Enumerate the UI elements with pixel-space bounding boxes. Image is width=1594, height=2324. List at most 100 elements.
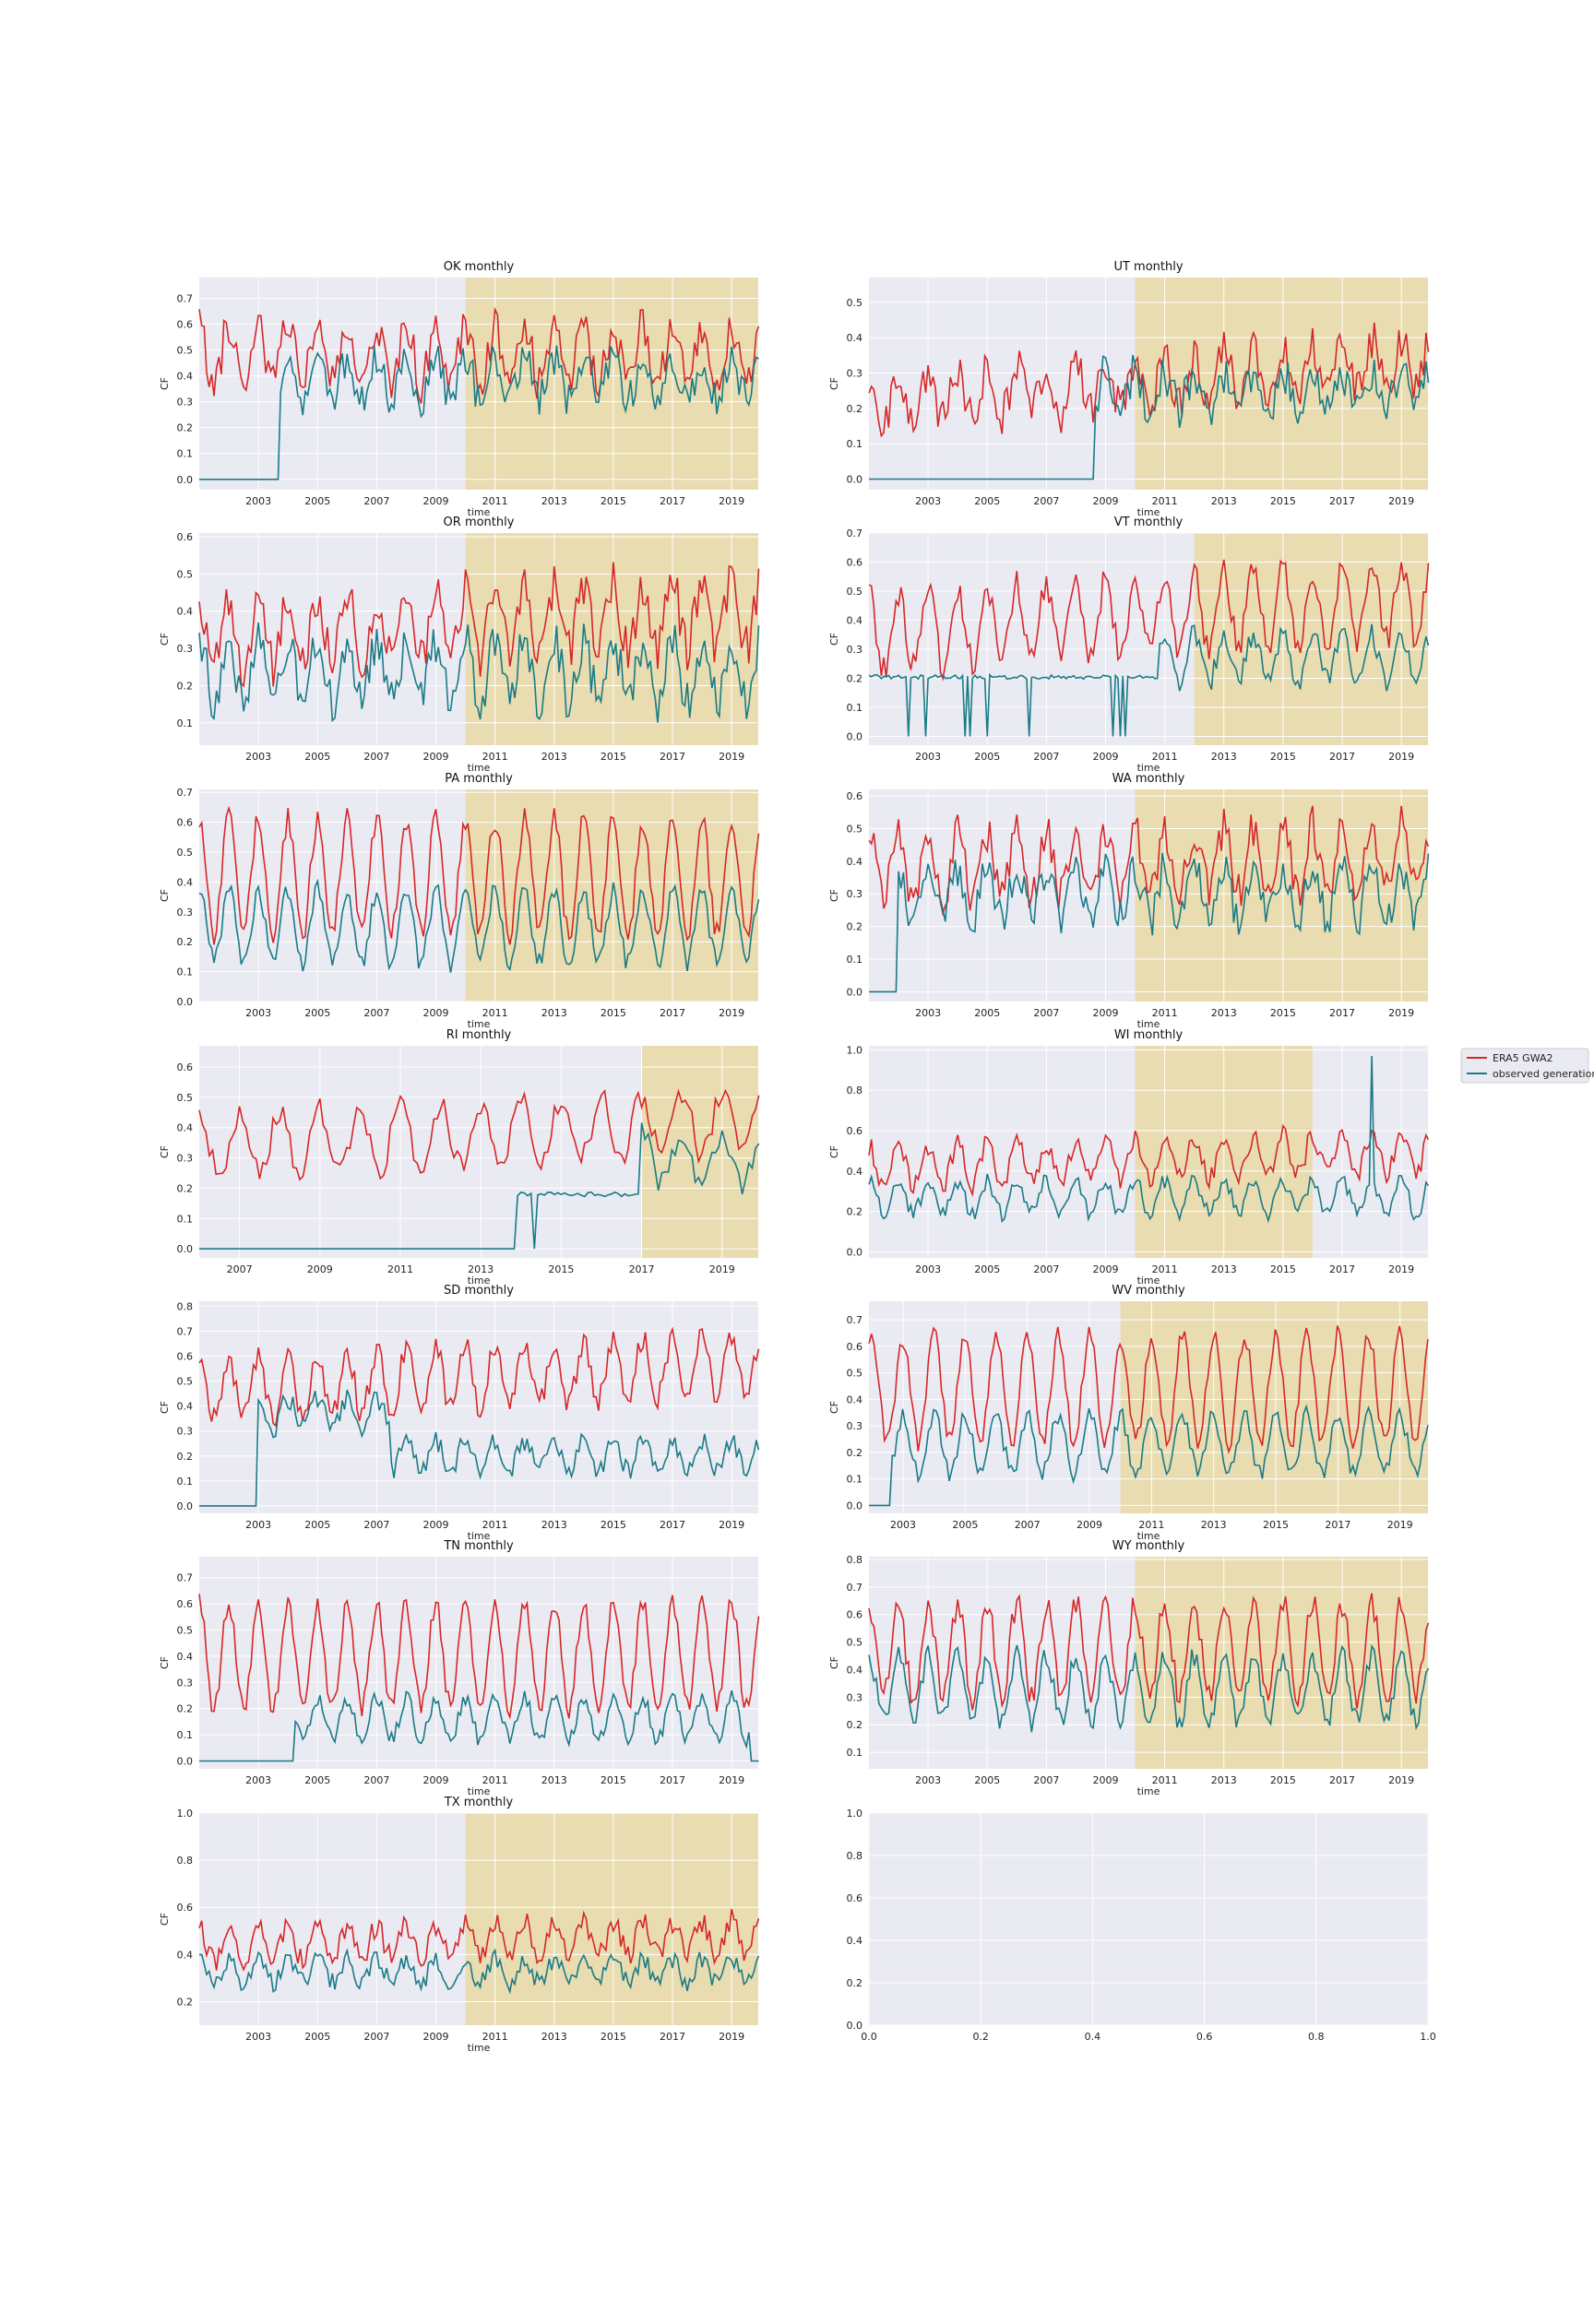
x-tick-label: 2017 (660, 1007, 685, 1019)
chart-title: WA monthly (1112, 772, 1185, 786)
chart-title: RI monthly (446, 1028, 512, 1042)
x-tick-label: 2009 (423, 1519, 449, 1531)
x-tick-label: 2011 (387, 1263, 413, 1275)
x-tick-label: 2007 (1033, 1007, 1059, 1019)
y-tick-label: 0.3 (847, 888, 863, 900)
y-tick-label: 0.2 (847, 921, 863, 933)
x-tick-label: 2017 (1329, 1263, 1355, 1275)
y-tick-label: 0.1 (847, 702, 863, 714)
x-tick-label: 2019 (719, 1774, 744, 1786)
y-tick-label: 0.5 (177, 1376, 194, 1388)
series-line-era5 (198, 805, 760, 945)
highlight-region (465, 533, 758, 745)
x-tick-label: 2015 (1263, 1519, 1289, 1531)
y-tick-label: 0.4 (847, 615, 863, 627)
series-line-observed (198, 878, 760, 973)
x-tick-label: 2007 (363, 1519, 389, 1531)
chart-title: UT monthly (1113, 260, 1183, 274)
series-line-era5 (868, 559, 1430, 682)
y-tick-label: 0.4 (847, 332, 863, 344)
x-tick-label: 2009 (423, 751, 449, 763)
y-tick-label: 0.4 (847, 1935, 863, 1947)
series-line-observed (199, 345, 759, 480)
x-tick-label: 2009 (307, 1263, 333, 1275)
y-tick-label: 0.0 (177, 1500, 194, 1512)
chart-panels: 0.0 0.1 0.2 0.3 0.4 0.5 0.6 0.7 2003 2005 2007 2009… (159, 260, 1436, 2054)
y-tick-label: 0.0 (177, 1755, 194, 1767)
x-tick-label: 2003 (245, 495, 271, 507)
chart-vt: 0.0 0.1 0.2 0.3 0.4 0.5 0.6 0.7 2003 2005 2007 2009… (828, 516, 1430, 774)
chart-title: TN monthly (443, 1539, 514, 1553)
series-line-era5 (198, 1594, 760, 1720)
y-tick-label: 0.6 (847, 557, 863, 569)
x-tick-label: 2003 (915, 495, 941, 507)
x-tick-label: 2013 (1201, 1519, 1227, 1531)
x-tick-label: 2005 (974, 1263, 1000, 1275)
y-tick-label: 0.6 (177, 1351, 194, 1363)
x-tick-label: 2015 (601, 1007, 626, 1019)
series-line-era5 (198, 562, 760, 688)
x-tick-label: 2011 (1138, 1519, 1164, 1531)
x-tick-label: 2003 (245, 1007, 271, 1019)
x-tick-label: 2019 (1388, 1007, 1414, 1019)
x-tick-label: 2009 (1093, 495, 1119, 507)
x-tick-label: 2003 (245, 751, 271, 763)
x-tick-label: 2003 (915, 1774, 941, 1786)
y-tick-label: 0.4 (177, 1949, 194, 1961)
chart-wv: 0.0 0.1 0.2 0.3 0.4 0.5 0.6 0.7 2003 2005 2007 2009… (828, 1284, 1429, 1542)
x-tick-label: 2013 (541, 1007, 567, 1019)
x-axis-label: time (1137, 1785, 1160, 1797)
x-tick-label: 2015 (1270, 495, 1296, 507)
y-axis-label: CF (828, 889, 840, 902)
y-tick-label: 0.7 (847, 1314, 863, 1326)
y-tick-label: 0.8 (847, 1554, 863, 1566)
x-tick-label: 2011 (482, 1519, 508, 1531)
chart-title: PA monthly (445, 772, 513, 786)
y-tick-label: 0.4 (177, 876, 194, 888)
chart-title: TX monthly (444, 1796, 514, 1809)
x-tick-label: 2009 (1077, 1519, 1102, 1531)
y-axis-label: CF (828, 1401, 840, 1414)
y-tick-label: 0.4 (177, 1401, 194, 1413)
y-tick-label: 0.6 (177, 817, 194, 829)
y-tick-label: 0.0 (847, 474, 863, 486)
series-line-observed (869, 852, 1430, 993)
y-tick-label: 0.2 (847, 1977, 863, 1989)
y-tick-label: 0.7 (177, 787, 194, 799)
x-tick-label: 2003 (245, 2031, 271, 2043)
x-tick-label: 2015 (601, 751, 626, 763)
y-tick-label: 0.6 (177, 1598, 194, 1610)
series-line-observed (199, 1122, 760, 1250)
y-tick-label: 0.5 (847, 1637, 863, 1649)
y-tick-label: 0.0 (177, 996, 194, 1008)
y-tick-label: 0.6 (177, 1902, 194, 1914)
y-tick-label: 0.3 (847, 368, 863, 380)
chart-wy: 0.1 0.2 0.3 0.4 0.5 0.6 0.7 0.8 2003 2005 2007 2009… (828, 1539, 1430, 1797)
y-tick-label: 0.4 (847, 856, 863, 868)
x-tick-label: 2007 (227, 1263, 253, 1275)
y-tick-label: 0.3 (847, 1420, 863, 1432)
x-tick-label: 2011 (1152, 751, 1178, 763)
y-tick-label: 0.1 (847, 438, 863, 450)
x-tick-label: 2007 (1033, 495, 1059, 507)
y-tick-label: 0.8 (847, 1850, 863, 1862)
y-tick-label: 0.4 (177, 606, 194, 618)
x-tick-label: 2019 (719, 1007, 744, 1019)
x-tick-label: 2017 (629, 1263, 655, 1275)
y-tick-label: 0.1 (847, 1474, 863, 1486)
chart-title: SD monthly (444, 1284, 514, 1298)
y-tick-label: 0.6 (847, 790, 863, 802)
y-tick-label: 0.5 (177, 1625, 194, 1637)
series-line-observed (868, 1055, 1430, 1224)
y-tick-label: 0.7 (177, 1325, 194, 1337)
x-tick-label: 2005 (304, 495, 330, 507)
x-tick-label: 0.4 (1085, 2031, 1101, 2043)
y-tick-label: 0.7 (177, 292, 194, 304)
y-tick-label: 0.1 (177, 1476, 194, 1488)
legend: ERA5 GWA2 observed generation (1460, 1048, 1594, 1084)
y-tick-label: 0.0 (177, 1243, 194, 1255)
x-tick-label: 2011 (482, 751, 508, 763)
series-line-era5 (868, 1123, 1430, 1198)
y-tick-label: 0.0 (847, 1500, 863, 1512)
x-tick-label: 2017 (660, 751, 685, 763)
